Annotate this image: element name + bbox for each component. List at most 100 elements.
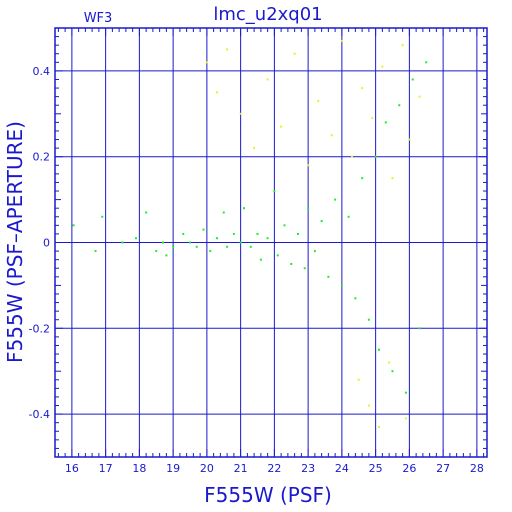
data-point	[303, 267, 306, 270]
data-point	[374, 155, 377, 158]
data-point	[273, 190, 276, 193]
data-points	[72, 39, 428, 428]
data-point	[182, 232, 185, 235]
data-point	[276, 254, 279, 257]
data-point	[351, 155, 353, 158]
data-point	[266, 237, 269, 240]
data-point	[256, 232, 259, 235]
data-point	[405, 391, 407, 394]
data-point	[425, 61, 428, 64]
y-tick-label: -0.2	[29, 322, 50, 335]
x-tick-label: 22	[267, 462, 281, 475]
data-point	[280, 125, 283, 128]
data-point	[145, 211, 148, 214]
data-point	[253, 147, 256, 150]
data-point	[249, 245, 252, 248]
data-point	[72, 224, 75, 227]
data-point	[226, 245, 229, 248]
data-point	[313, 250, 316, 253]
grid-lines	[55, 28, 487, 457]
data-point	[371, 117, 374, 120]
x-tick-label: 17	[99, 462, 113, 475]
chip-label: WF3	[84, 11, 113, 26]
data-point	[340, 39, 343, 42]
data-point	[378, 348, 380, 351]
data-point	[165, 254, 168, 257]
y-tick-label: 0.4	[33, 65, 51, 78]
data-point	[94, 250, 97, 253]
data-point	[290, 262, 293, 265]
x-tick-label: 18	[132, 462, 146, 475]
data-point	[297, 232, 299, 235]
data-point	[293, 52, 296, 55]
data-point	[361, 177, 364, 180]
data-point	[320, 220, 323, 223]
data-point	[340, 284, 343, 287]
data-point	[121, 241, 124, 244]
data-point	[189, 241, 191, 244]
data-point	[226, 48, 229, 51]
data-point	[209, 250, 212, 253]
data-point	[307, 207, 310, 210]
x-axis-label: F555W (PSF)	[204, 483, 332, 507]
tick-labels: 16 17 18 19 20 21 22 23 24 25 26 27 28 -0.4 -0.2 0 0.2 0.…	[29, 65, 484, 475]
data-point	[388, 361, 391, 364]
data-point	[354, 297, 357, 300]
data-point	[202, 228, 205, 231]
x-tick-label: 26	[402, 462, 416, 475]
data-point	[307, 164, 310, 167]
x-tick-label: 23	[301, 462, 315, 475]
data-point	[347, 215, 350, 218]
y-tick-label: 0.2	[33, 151, 51, 164]
data-point	[408, 138, 411, 141]
data-point	[381, 65, 384, 68]
data-point	[239, 241, 242, 244]
data-point	[418, 327, 421, 330]
chart-title: lmc_u2xq01	[213, 4, 322, 25]
x-tick-label: 16	[65, 462, 79, 475]
data-point	[327, 275, 330, 278]
data-point	[405, 417, 407, 420]
data-point	[162, 241, 164, 244]
data-point	[216, 237, 218, 240]
data-point	[391, 177, 394, 180]
x-tick-label: 19	[166, 462, 180, 475]
data-point	[391, 370, 394, 373]
data-point	[243, 207, 245, 210]
data-point	[418, 95, 421, 98]
data-point	[283, 224, 286, 227]
plot-frame	[54, 27, 488, 458]
data-point	[155, 250, 158, 253]
x-tick-label: 28	[470, 462, 484, 475]
data-point	[357, 378, 360, 381]
data-point	[101, 215, 104, 218]
data-point	[330, 134, 333, 137]
data-point	[259, 258, 262, 261]
data-point	[361, 87, 364, 90]
data-point	[384, 121, 387, 124]
y-axis-label: F555W (PSF–APERTURE)	[3, 121, 27, 363]
data-point	[401, 44, 404, 47]
data-point	[195, 245, 198, 248]
data-point	[222, 211, 225, 214]
x-tick-label: 20	[200, 462, 214, 475]
y-tick-label: 0	[43, 237, 50, 250]
x-tick-label: 24	[335, 462, 349, 475]
x-tick-label: 21	[234, 462, 248, 475]
data-point	[334, 198, 337, 201]
x-tick-label: 27	[436, 462, 450, 475]
y-tick-label: -0.4	[29, 408, 50, 421]
data-point	[411, 78, 414, 81]
data-point	[172, 245, 175, 248]
x-tick-label: 25	[369, 462, 383, 475]
data-point	[239, 112, 242, 115]
data-point	[232, 232, 235, 235]
data-point	[216, 91, 218, 94]
data-point	[367, 318, 370, 321]
data-point	[378, 425, 380, 428]
data-point	[398, 104, 401, 107]
data-point	[317, 99, 320, 102]
data-point	[205, 61, 208, 64]
data-point	[266, 78, 269, 81]
